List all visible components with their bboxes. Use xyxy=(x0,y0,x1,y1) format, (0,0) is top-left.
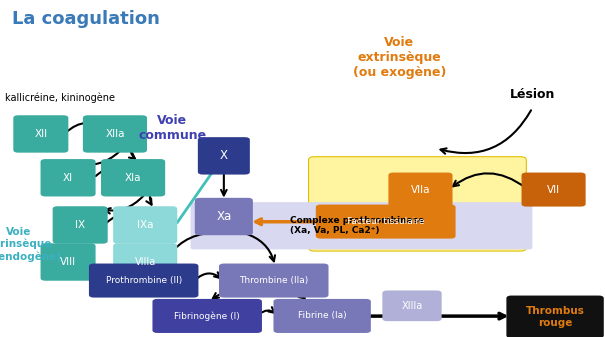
Text: Voie
intrinsèque
(ou endogène): Voie intrinsèque (ou endogène) xyxy=(0,227,61,262)
Text: Facteur tissulaire: Facteur tissulaire xyxy=(347,217,425,226)
Text: Fibrine (Ia): Fibrine (Ia) xyxy=(298,311,347,320)
Text: VIIa: VIIa xyxy=(411,185,430,194)
FancyBboxPatch shape xyxy=(198,137,250,175)
Text: VIIIa: VIIIa xyxy=(134,257,156,267)
Text: Voie
extrinsèque
(ou exogène): Voie extrinsèque (ou exogène) xyxy=(353,36,446,79)
FancyBboxPatch shape xyxy=(89,264,198,298)
Text: XIIa: XIIa xyxy=(105,129,125,139)
FancyBboxPatch shape xyxy=(382,290,442,321)
FancyBboxPatch shape xyxy=(316,205,456,239)
Text: Thrombus
rouge: Thrombus rouge xyxy=(526,306,584,328)
Text: X: X xyxy=(220,149,228,162)
Text: La coagulation: La coagulation xyxy=(12,10,160,28)
FancyBboxPatch shape xyxy=(522,173,586,207)
Text: IX: IX xyxy=(75,220,85,230)
Text: Thrombine (IIa): Thrombine (IIa) xyxy=(239,276,309,285)
FancyBboxPatch shape xyxy=(53,206,108,244)
FancyBboxPatch shape xyxy=(219,264,329,298)
FancyBboxPatch shape xyxy=(41,159,96,196)
Text: kallicréine, kininogène: kallicréine, kininogène xyxy=(5,92,115,103)
Text: XI: XI xyxy=(63,173,73,183)
Text: Fibrinogène (I): Fibrinogène (I) xyxy=(174,311,240,321)
Text: Prothrombine (II): Prothrombine (II) xyxy=(105,276,182,285)
Text: Lésion: Lésion xyxy=(509,88,555,101)
FancyBboxPatch shape xyxy=(506,296,604,337)
Text: XIIIa: XIIIa xyxy=(401,301,423,311)
FancyBboxPatch shape xyxy=(113,206,177,244)
FancyBboxPatch shape xyxy=(388,173,453,207)
Text: VIII: VIII xyxy=(60,257,76,267)
Text: Voie
commune: Voie commune xyxy=(139,114,206,142)
Text: IXa: IXa xyxy=(137,220,154,230)
FancyBboxPatch shape xyxy=(83,115,147,153)
FancyBboxPatch shape xyxy=(13,115,68,153)
FancyBboxPatch shape xyxy=(113,243,177,281)
Text: Complexe prothrombinase
(Xa, Va, PL, Ca2⁺): Complexe prothrombinase (Xa, Va, PL, Ca2… xyxy=(290,216,425,236)
FancyBboxPatch shape xyxy=(41,243,96,281)
FancyBboxPatch shape xyxy=(101,159,165,196)
Text: Xa: Xa xyxy=(216,210,232,223)
FancyBboxPatch shape xyxy=(152,299,262,333)
Text: VII: VII xyxy=(547,185,560,194)
FancyBboxPatch shape xyxy=(191,202,532,249)
FancyBboxPatch shape xyxy=(273,299,371,333)
Text: XIa: XIa xyxy=(125,173,142,183)
FancyBboxPatch shape xyxy=(195,198,253,235)
FancyBboxPatch shape xyxy=(309,157,526,251)
Text: XII: XII xyxy=(34,129,47,139)
